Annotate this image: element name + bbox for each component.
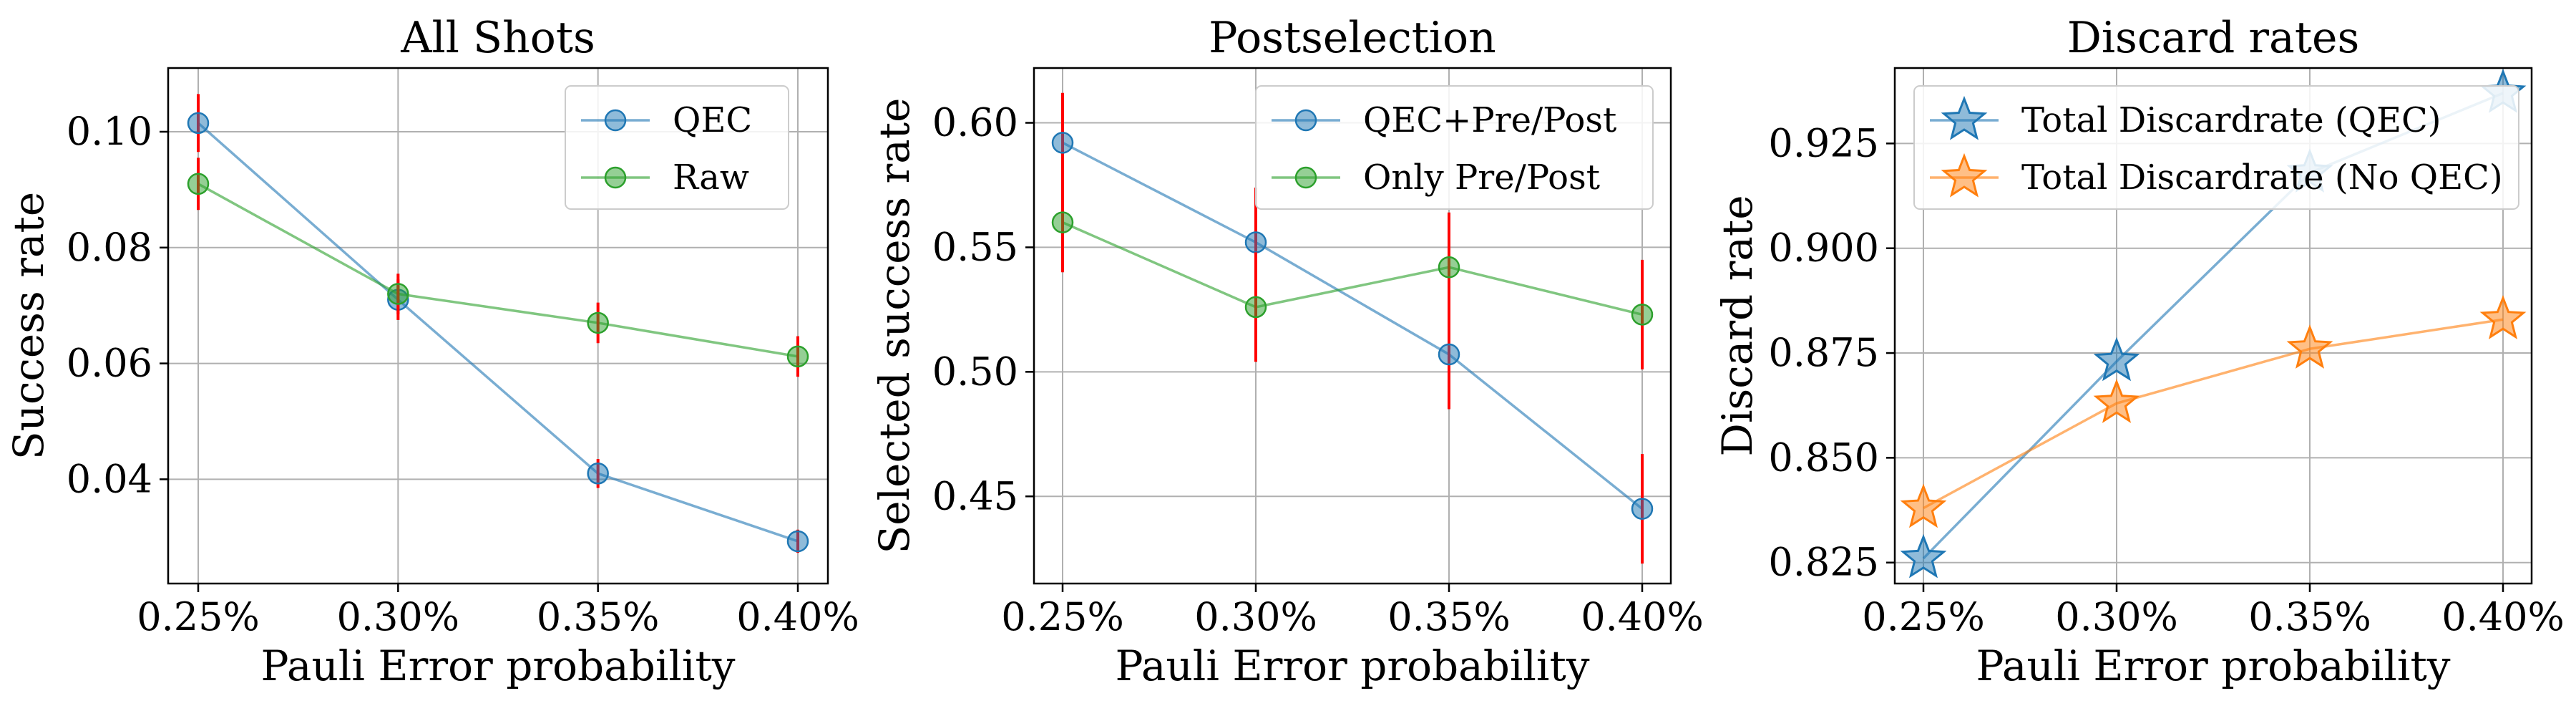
plot-frame [1893, 67, 2533, 585]
series-line-2 [1062, 221, 1643, 316]
data-point [1631, 498, 1654, 520]
series-line-1 [197, 122, 799, 543]
data-point [2479, 295, 2527, 339]
y-tick-label: 0.925 [1768, 120, 1879, 165]
x-tick-label: 0.25% [1001, 594, 1124, 639]
x-tick-label: 0.30% [2055, 594, 2178, 639]
plot-frame [1033, 67, 1672, 585]
chart-title: Postselection [1209, 13, 1496, 63]
y-tick-label: 0.850 [1768, 435, 1879, 480]
data-point [587, 311, 609, 334]
data-point [1051, 211, 1074, 233]
y-tick-label: 0.50 [932, 349, 1018, 394]
legend-marker [604, 109, 627, 132]
x-tick-label: 0.35% [537, 594, 660, 639]
y-tick-label: 0.06 [67, 341, 152, 386]
y-axis-label: Success rate [4, 192, 53, 460]
chart-panel-3: 0.25% 0.30% 0.35% 0.40% 0.825 0.850 0.875 0.900… [1713, 13, 2565, 690]
chart-panel-2: 0.25% 0.30% 0.35% 0.40% 0.45 0.50 0.55 0.60 Post… [870, 13, 1704, 690]
data-point [2286, 324, 2333, 369]
data-point [587, 463, 609, 485]
data-point [2093, 379, 2140, 423]
y-tick-label: 0.60 [932, 100, 1018, 145]
data-point [2093, 337, 2140, 382]
x-tick-label: 0.30% [1194, 594, 1317, 639]
data-point [1900, 483, 1947, 528]
legend-box [1913, 85, 2519, 210]
legend-box [1255, 85, 1654, 210]
series-line-1 [1062, 141, 1644, 511]
legend: QEC Raw [565, 85, 789, 210]
data-point [1900, 533, 1947, 579]
y-tick-label: 0.875 [1768, 330, 1879, 375]
data-point [1244, 296, 1267, 319]
x-tick-label: 0.40% [736, 594, 859, 639]
x-axis-label: Pauli Error probability [260, 642, 735, 690]
data-point [1438, 256, 1460, 279]
y-tick-label: 0.45 [932, 473, 1018, 518]
legend-marker [604, 166, 627, 189]
x-tick-label: 0.25% [1862, 594, 1985, 639]
y-tick-label: 0.825 [1768, 540, 1879, 585]
data-point [387, 283, 409, 305]
data-point [786, 345, 809, 368]
y-tick-label: 0.55 [932, 224, 1018, 269]
legend-label: Only Pre/Post [1363, 158, 1600, 198]
legend: Total Discardrate (QEC) Total Discardrate… [1913, 85, 2519, 210]
legend-label: QEC+Pre/Post [1363, 100, 1616, 140]
chart-title: Discard rates [2067, 13, 2360, 63]
x-axis-label: Pauli Error probability [1976, 642, 2450, 690]
y-axis-label: Discard rate [1713, 195, 1762, 456]
data-point [1051, 132, 1074, 154]
data-point [187, 173, 210, 195]
legend-marker [1294, 166, 1317, 189]
plot-frame [167, 67, 829, 585]
data-point [187, 112, 210, 135]
y-tick-label: 0.04 [67, 456, 152, 501]
legend-label: QEC [673, 100, 752, 140]
data-point [786, 530, 809, 553]
legend-marker [1941, 95, 1988, 140]
chart-title: All Shots [400, 13, 595, 63]
x-tick-label: 0.35% [1387, 594, 1511, 639]
chart-panel-1: 0.25% 0.30% 0.35% 0.40% 0.04 0.06 0.08 0.10 All … [4, 13, 859, 690]
series-line-2 [1923, 318, 2504, 510]
x-tick-label: 0.30% [337, 594, 460, 639]
y-axis-label: Selected success rate [870, 98, 919, 554]
data-point [1438, 343, 1460, 366]
x-tick-label: 0.35% [2248, 594, 2371, 639]
data-point [1631, 304, 1654, 326]
y-tick-label: 0.08 [67, 225, 152, 270]
x-axis-label: Pauli Error probability [1115, 642, 1589, 690]
legend: QEC+Pre/Post Only Pre/Post [1255, 85, 1654, 210]
x-tick-label: 0.25% [137, 594, 260, 639]
series-line-2 [197, 183, 799, 358]
legend-label: Total Discardrate (No QEC) [2021, 158, 2503, 198]
x-tick-label: 0.40% [1581, 594, 1704, 639]
legend-marker [1941, 153, 1988, 198]
y-tick-label: 0.10 [67, 109, 152, 154]
legend-label: Total Discardrate (QEC) [2021, 100, 2441, 140]
data-point [1244, 231, 1267, 253]
legend-marker [1294, 109, 1317, 132]
x-tick-label: 0.40% [2441, 594, 2565, 639]
y-tick-label: 0.900 [1768, 226, 1879, 271]
legend-label: Raw [673, 158, 749, 198]
